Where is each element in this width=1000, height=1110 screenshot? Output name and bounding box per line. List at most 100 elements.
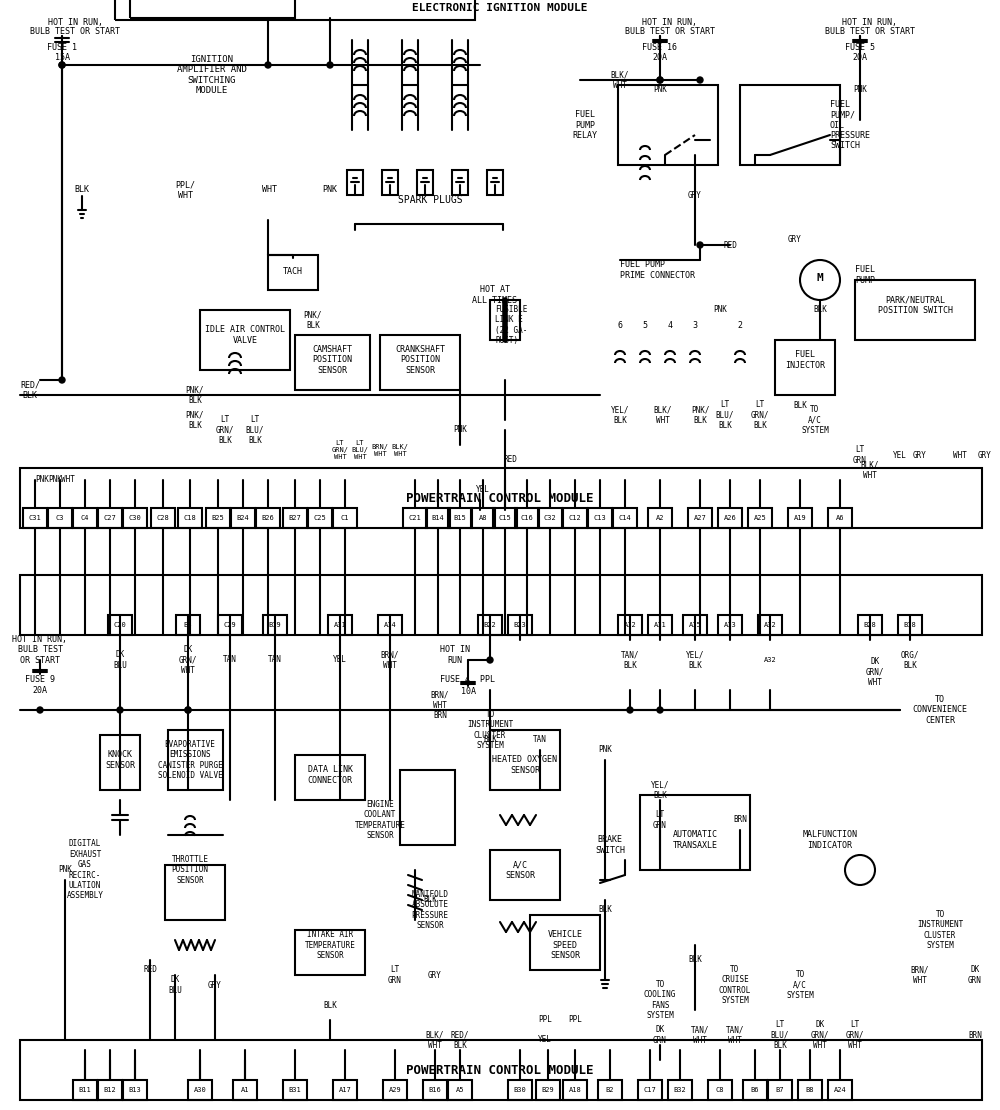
Bar <box>563 508 587 528</box>
Bar <box>333 508 357 528</box>
Text: FUEL
INJECTOR: FUEL INJECTOR <box>785 351 825 370</box>
Text: A12: A12 <box>624 622 636 628</box>
Text: B8: B8 <box>806 1087 814 1093</box>
Text: BRAKE
SWITCH: BRAKE SWITCH <box>595 836 625 855</box>
Text: A32: A32 <box>764 622 776 628</box>
Text: FUSIBLE
LINK E
(22 GA-
RUST): FUSIBLE LINK E (22 GA- RUST) <box>495 305 527 345</box>
Bar <box>383 1080 407 1100</box>
Bar <box>218 615 242 635</box>
Text: C1: C1 <box>341 515 349 521</box>
Bar <box>798 1080 822 1100</box>
Bar <box>108 615 132 635</box>
Text: YEL: YEL <box>333 656 347 665</box>
Text: HOT IN RUN,: HOT IN RUN, <box>48 18 103 27</box>
Text: A31: A31 <box>334 622 346 628</box>
Circle shape <box>185 707 191 713</box>
Text: LT
GRN: LT GRN <box>653 810 667 829</box>
Text: TO
INSTRUMENT
CLUSTER
SYSTEM: TO INSTRUMENT CLUSTER SYSTEM <box>467 710 513 750</box>
Text: BRN/
WHT: BRN/ WHT <box>381 650 399 669</box>
Bar <box>168 730 223 790</box>
Bar <box>740 85 840 165</box>
Text: FUEL
PUMP
RELAY: FUEL PUMP RELAY <box>572 110 598 140</box>
Text: FUSE 9
20A: FUSE 9 20A <box>25 675 55 695</box>
Text: VEHICLE
SPEED
SENSOR: VEHICLE SPEED SENSOR <box>548 930 582 960</box>
Bar <box>130 0 295 18</box>
Text: LT
GRN/
WHT: LT GRN/ WHT <box>846 1020 864 1050</box>
Text: C15: C15 <box>499 515 511 521</box>
Text: HOT IN
RUN: HOT IN RUN <box>440 645 470 665</box>
Text: 20A: 20A <box>652 53 668 62</box>
Bar <box>206 508 230 528</box>
Bar <box>123 508 147 528</box>
Text: A15: A15 <box>689 622 701 628</box>
Text: B22: B22 <box>484 622 496 628</box>
Text: DK
GRN/
WHT: DK GRN/ WHT <box>179 645 197 675</box>
Bar <box>508 615 532 635</box>
Text: 20A: 20A <box>852 53 868 62</box>
Text: B31: B31 <box>289 1087 301 1093</box>
Bar <box>283 1080 307 1100</box>
Text: AUTOMATIC
TRANSAXLE: AUTOMATIC TRANSAXLE <box>672 830 718 849</box>
Text: B14: B14 <box>432 515 444 521</box>
Circle shape <box>117 707 123 713</box>
Text: A27: A27 <box>694 515 706 521</box>
Text: DK
GRN/
WHT: DK GRN/ WHT <box>866 657 884 687</box>
Text: FUEL
PUMP: FUEL PUMP <box>855 265 875 284</box>
Text: TAN: TAN <box>268 656 282 665</box>
Bar <box>898 615 922 635</box>
Bar <box>382 170 398 195</box>
Bar <box>718 615 742 635</box>
Bar <box>333 1080 357 1100</box>
Text: CAMSHAFT
POSITION
SENSOR: CAMSHAFT POSITION SENSOR <box>312 345 352 375</box>
Bar <box>426 508 450 528</box>
Text: LT
BLU/
BLK: LT BLU/ BLK <box>246 415 264 445</box>
Bar <box>563 1080 587 1100</box>
Text: BLK/
WHT: BLK/ WHT <box>426 1030 444 1050</box>
Text: PNK: PNK <box>653 85 667 94</box>
Text: RED/
BLK: RED/ BLK <box>451 1030 469 1050</box>
Text: C16: C16 <box>521 515 533 521</box>
Text: PNK/
BLK: PNK/ BLK <box>304 311 322 330</box>
Bar <box>530 915 600 970</box>
Text: A26: A26 <box>724 515 736 521</box>
Text: PNK: PNK <box>853 85 867 94</box>
Bar <box>478 615 502 635</box>
Text: A/C
SENSOR: A/C SENSOR <box>505 860 535 880</box>
Text: B4: B4 <box>184 622 192 628</box>
Text: LT
BLU/
BLK: LT BLU/ BLK <box>716 400 734 430</box>
Text: BLK/
WHT: BLK/ WHT <box>861 461 879 480</box>
Text: BRN/
WHT: BRN/ WHT <box>372 444 388 456</box>
Bar <box>683 615 707 635</box>
Text: PNK: PNK <box>598 746 612 755</box>
Text: WHT: WHT <box>61 475 75 484</box>
Bar <box>256 508 280 528</box>
Text: B11: B11 <box>79 1087 91 1093</box>
Text: C18: C18 <box>184 515 196 521</box>
Text: 15A: 15A <box>54 53 70 62</box>
Bar <box>200 310 290 370</box>
Text: A24: A24 <box>834 1087 846 1093</box>
Bar <box>20 468 982 528</box>
Bar <box>668 1080 692 1100</box>
Text: IGNITION
AMPLIFIER AND
SWITCHING
MODULE: IGNITION AMPLIFIER AND SWITCHING MODULE <box>177 54 247 95</box>
Bar <box>417 170 433 195</box>
Text: BRN/
WHT: BRN/ WHT <box>911 966 929 985</box>
Bar <box>23 508 47 528</box>
Text: LT
BLU/
WHT: LT BLU/ WHT <box>352 440 368 460</box>
Bar <box>490 850 560 900</box>
Bar <box>48 508 72 528</box>
Bar <box>73 508 97 528</box>
Text: B12: B12 <box>104 1087 116 1093</box>
Text: B15: B15 <box>454 515 466 521</box>
Text: B16: B16 <box>429 1087 441 1093</box>
Text: TO
A/C
SYSTEM: TO A/C SYSTEM <box>786 970 814 1000</box>
Text: BLK: BLK <box>483 736 497 745</box>
Text: BLK/
WHT: BLK/ WHT <box>654 405 672 425</box>
Bar <box>233 1080 257 1100</box>
Text: BLK: BLK <box>323 1000 337 1009</box>
Text: PPL: PPL <box>538 1016 552 1025</box>
Text: LT
BLU/
BLK: LT BLU/ BLK <box>771 1020 789 1050</box>
Text: B18: B18 <box>904 622 916 628</box>
Text: POWERTRAIN CONTROL MODULE: POWERTRAIN CONTROL MODULE <box>406 1063 594 1077</box>
Text: TAN/
WHT: TAN/ WHT <box>691 1026 709 1045</box>
